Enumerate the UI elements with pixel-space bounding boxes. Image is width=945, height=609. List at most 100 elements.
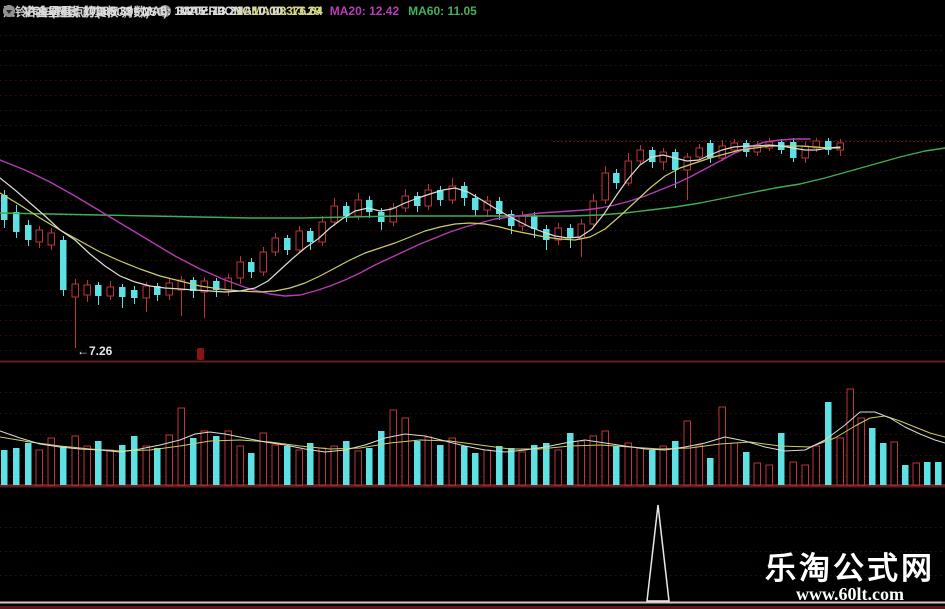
- volume-bar-down: [414, 441, 421, 485]
- chart-title-bar: 江铃汽车(日线 前复权 对数) MA5: 13.21 MA10: 13.29 M…: [0, 0, 477, 22]
- volume-bar-down: [778, 433, 785, 485]
- volume-bar-down: [13, 448, 20, 485]
- candle-body-down: [13, 212, 20, 232]
- candle-body-up: [659, 151, 667, 163]
- volume-bar-up: [624, 442, 632, 486]
- indicator-dropdown-circle-icon[interactable]: [3, 5, 15, 17]
- volume-ma5-label: MA5: 14207.79: [141, 4, 225, 18]
- ma60-value-label: MA60: 11.05: [408, 4, 477, 18]
- volume-bar-down: [935, 462, 942, 485]
- volume-bar-up: [801, 464, 809, 486]
- stock-title: 江铃汽车(日线 前复权 对数): [3, 4, 150, 19]
- ma20-value-label: MA20: 12.42: [329, 4, 400, 18]
- volume-bar-up: [518, 451, 526, 486]
- red-seal-marker: [197, 348, 204, 360]
- candle-body-down: [567, 228, 574, 238]
- candle-body-down: [95, 285, 102, 296]
- volume-bar-up: [389, 409, 397, 486]
- volume-bar-down: [60, 446, 67, 485]
- candle-body-down: [825, 141, 832, 150]
- candle-body-down: [343, 206, 350, 216]
- ma10-line: [0, 145, 841, 293]
- volume-bar-up: [577, 440, 585, 486]
- volume-bar-up: [165, 434, 173, 486]
- volume-bar-up: [142, 445, 150, 486]
- candle-body-down: [743, 143, 750, 152]
- volume-bar-up: [318, 447, 326, 486]
- volume-bar-up: [259, 432, 267, 486]
- candle-body-up: [389, 207, 397, 223]
- candle-body-down: [60, 240, 67, 290]
- volume-bar-up: [601, 430, 609, 486]
- volume-bar-up: [47, 437, 55, 486]
- volume-bar-down: [869, 428, 876, 485]
- candle-body-down: [531, 216, 538, 229]
- volume-bar-up: [200, 430, 208, 486]
- volume-bar-up: [330, 445, 338, 486]
- volume-bar-up: [846, 388, 854, 486]
- volume-bar-up: [589, 435, 597, 486]
- volume-bar-down: [1, 450, 8, 485]
- volume-bar-down: [613, 446, 620, 485]
- dropdown-circle-icon[interactable]: [158, 5, 171, 17]
- ma20-line: [0, 138, 811, 297]
- watermark: 乐淘公式网 www.60lt.com: [765, 550, 935, 604]
- candle-body-up: [177, 279, 185, 291]
- candle-body-down: [437, 190, 444, 200]
- candle-body-down: [25, 225, 32, 240]
- volume-bar-up: [71, 435, 79, 486]
- candle-body-down: [307, 231, 314, 242]
- volume-bar-down: [825, 402, 832, 485]
- volume-bar-down: [707, 458, 714, 485]
- candle-body-up: [718, 145, 726, 159]
- candle-body-up: [354, 199, 362, 217]
- volume-bar-down: [902, 465, 909, 485]
- candle-body-down: [496, 201, 503, 214]
- volume-bar-up: [295, 449, 303, 486]
- watermark-site-name: 乐淘公式网: [765, 550, 935, 586]
- volume-bar-down: [119, 445, 126, 485]
- candle-body-up: [624, 160, 632, 184]
- volume-bar-down: [567, 433, 574, 485]
- volume-bar-up: [812, 445, 820, 486]
- candle-body-up: [589, 200, 597, 225]
- volume-bar-up: [836, 437, 844, 486]
- volume-bar-down: [461, 446, 468, 485]
- candle-body-up: [636, 149, 644, 162]
- volume-bar-up: [753, 462, 761, 486]
- volume-ma10-label: MA10: 23376.64: [233, 4, 323, 18]
- volume-bar-down: [343, 441, 350, 485]
- candle-body-up: [106, 286, 114, 297]
- candle-body-down: [213, 281, 220, 290]
- volume-bar-down: [154, 448, 161, 485]
- ma5-value-label: MA5: 13.21: [179, 4, 243, 18]
- volume-bar-up: [659, 445, 667, 486]
- volume-value-label: VOLUME: 10085.33: [24, 4, 133, 18]
- candle-body-up: [695, 147, 703, 158]
- volume-bar-up: [730, 442, 738, 486]
- candle-body-down: [1, 195, 8, 220]
- candle-body-up: [424, 189, 432, 207]
- candle-body-up: [683, 156, 691, 171]
- indicator-name-label: 白金星星点灯(6,80,95,250): [24, 4, 168, 19]
- volume-bar-up: [354, 450, 362, 486]
- volume-bar-up: [106, 449, 114, 486]
- volume-bar-up: [83, 445, 91, 486]
- candle-body-down: [119, 287, 126, 297]
- candle-body-up: [295, 230, 303, 251]
- candle-body-up: [142, 285, 150, 299]
- candle-body-up: [330, 205, 338, 223]
- volume-bar-up: [695, 444, 703, 486]
- candle-body-down: [672, 152, 679, 170]
- volume-bar-down: [248, 453, 255, 485]
- volume-ma10-line: [0, 415, 945, 452]
- volume-bar-up: [765, 464, 773, 486]
- ma5-line: [0, 144, 841, 293]
- candle-body-down: [790, 142, 797, 158]
- volume-bar-up: [401, 417, 409, 486]
- candle-body-up: [259, 251, 267, 273]
- volume-bar-down: [924, 462, 931, 485]
